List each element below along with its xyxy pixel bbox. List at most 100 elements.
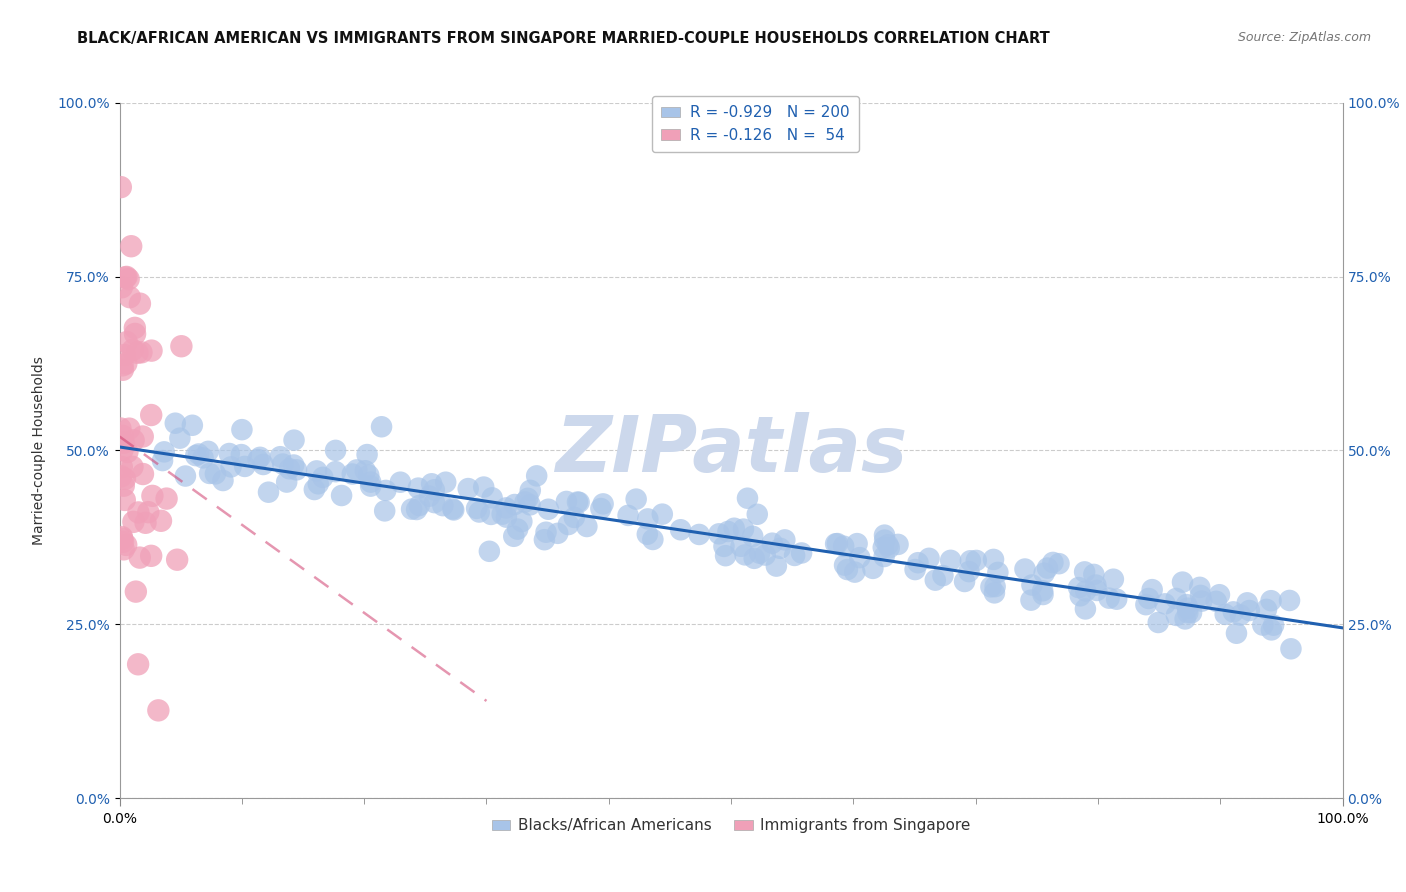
Point [1047, 557, 1070, 571]
Point [790, 546, 813, 560]
Point [1260, 623, 1282, 637]
Point [592, 497, 614, 511]
Point [191, 450, 214, 465]
Point [127, 346, 149, 360]
Point [959, 554, 981, 568]
Point [121, 343, 143, 357]
Point [516, 491, 538, 506]
Point [135, 516, 157, 530]
Point [124, 326, 146, 341]
Point [965, 553, 987, 567]
Legend: Blacks/African Americans, Immigrants from Singapore: Blacks/African Americans, Immigrants fro… [485, 813, 977, 839]
Point [325, 465, 347, 479]
Point [198, 467, 221, 481]
Point [519, 498, 541, 512]
Point [754, 548, 776, 562]
Point [118, 422, 141, 436]
Point [1074, 584, 1097, 599]
Point [114, 472, 136, 486]
Point [636, 527, 658, 541]
Point [357, 468, 380, 483]
Point [907, 556, 929, 570]
Point [567, 495, 589, 509]
Point [547, 526, 569, 541]
Point [834, 558, 856, 573]
Point [110, 421, 132, 435]
Point [848, 550, 870, 565]
Point [1225, 626, 1247, 640]
Point [111, 359, 134, 373]
Point [1256, 602, 1278, 616]
Point [423, 495, 446, 509]
Point [1222, 605, 1244, 619]
Point [420, 476, 443, 491]
Point [953, 574, 976, 589]
Point [122, 515, 145, 529]
Point [526, 468, 548, 483]
Point [155, 491, 177, 506]
Point [204, 467, 226, 481]
Point [307, 476, 329, 491]
Point [374, 504, 396, 518]
Point [1279, 641, 1302, 656]
Text: ZIPatlas: ZIPatlas [555, 412, 907, 489]
Point [131, 345, 153, 359]
Point [150, 514, 173, 528]
Point [305, 464, 328, 478]
Point [132, 429, 155, 443]
Point [1177, 601, 1199, 615]
Point [723, 521, 745, 535]
Point [769, 541, 792, 556]
Point [125, 584, 148, 599]
Point [342, 467, 364, 481]
Point [170, 339, 193, 353]
Point [1174, 612, 1197, 626]
Point [212, 474, 235, 488]
Point [465, 501, 488, 516]
Point [231, 423, 253, 437]
Point [141, 549, 163, 563]
Point [765, 559, 787, 574]
Point [734, 548, 756, 562]
Point [132, 467, 155, 481]
Point [844, 565, 866, 579]
Text: Source: ZipAtlas.com: Source: ZipAtlas.com [1237, 31, 1371, 45]
Point [575, 519, 598, 533]
Point [872, 541, 894, 555]
Point [389, 475, 412, 490]
Point [713, 540, 735, 554]
Point [285, 463, 308, 477]
Point [169, 431, 191, 445]
Point [589, 501, 612, 516]
Point [174, 469, 197, 483]
Point [114, 348, 136, 362]
Point [939, 553, 962, 567]
Point [742, 551, 765, 566]
Point [1263, 618, 1285, 632]
Point [904, 563, 927, 577]
Text: BLACK/AFRICAN AMERICAN VS IMMIGRANTS FROM SINGAPORE MARRIED-COUPLE HOUSEHOLDS CO: BLACK/AFRICAN AMERICAN VS IMMIGRANTS FRO… [77, 31, 1050, 46]
Point [197, 444, 219, 458]
Point [110, 469, 132, 483]
Point [346, 463, 368, 477]
Point [115, 335, 138, 350]
Point [304, 483, 326, 497]
Point [887, 537, 910, 551]
Point [513, 495, 536, 509]
Point [276, 475, 298, 489]
Point [1042, 556, 1064, 570]
Point [443, 503, 465, 517]
Point [1260, 593, 1282, 607]
Point [1036, 561, 1059, 575]
Point [1175, 598, 1198, 612]
Point [1213, 607, 1236, 622]
Point [441, 502, 464, 516]
Point [1067, 581, 1090, 595]
Point [136, 505, 159, 519]
Point [1189, 589, 1212, 603]
Point [1180, 606, 1202, 620]
Point [707, 526, 730, 541]
Point [491, 507, 513, 521]
Point [1083, 567, 1105, 582]
Point [269, 450, 291, 464]
